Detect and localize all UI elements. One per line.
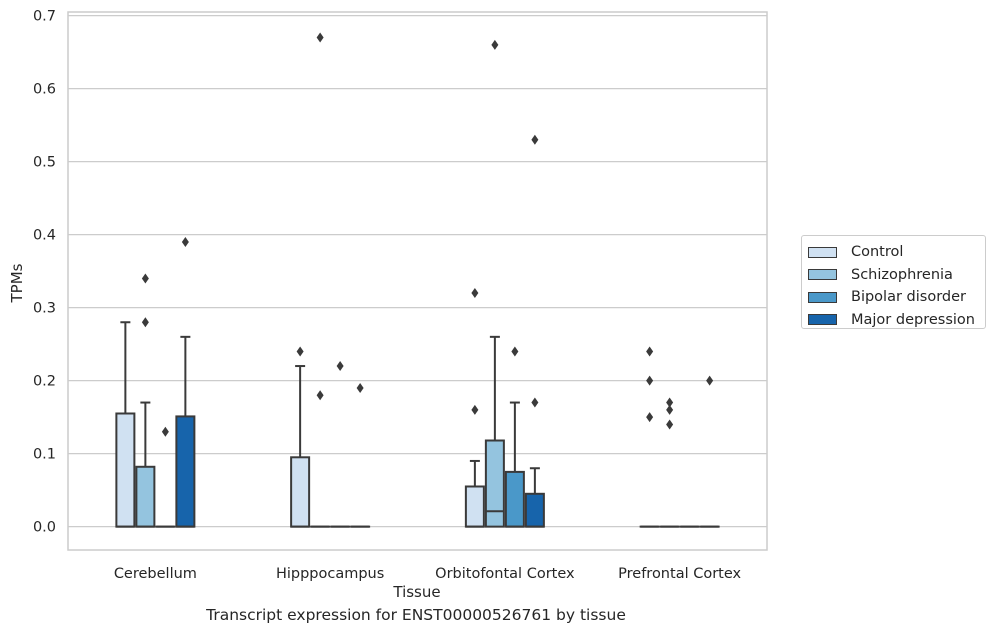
outlier-point xyxy=(471,288,479,299)
outlier-point xyxy=(161,426,169,437)
plot-area-frame xyxy=(67,11,768,551)
outlier-point xyxy=(471,404,479,415)
outlier-point xyxy=(316,390,324,401)
outlier-point xyxy=(336,361,344,372)
box-schizophrenia xyxy=(310,32,331,528)
outlier-point xyxy=(181,236,189,247)
x-tick-label: Prefrontal Cortex xyxy=(618,566,741,582)
outlier-point xyxy=(666,397,674,408)
outlier-point xyxy=(141,273,149,284)
x-axis-tick-labels: Cerebellum Hipppocampus Orbitofontal Corte… xyxy=(114,566,742,582)
outlier-point xyxy=(706,375,714,386)
box-bipolar-disorder xyxy=(330,361,351,528)
outlier-point xyxy=(531,134,539,145)
legend-label: Control xyxy=(851,244,904,261)
legend-label: Major depression xyxy=(851,311,975,328)
box-bipolar-disorder xyxy=(155,426,176,528)
x-tick-label: Cerebellum xyxy=(114,566,197,582)
box-schizophrenia xyxy=(484,39,505,528)
box-bipolar-disorder xyxy=(504,346,525,528)
box-major-depression xyxy=(699,375,720,528)
y-tick-label: 0.6 xyxy=(33,82,56,98)
box-body xyxy=(175,415,196,528)
outlier-point xyxy=(666,404,674,415)
box-body xyxy=(504,470,525,528)
box-major-depression xyxy=(524,134,545,528)
chart-caption: Transcript expression for ENST0000052676… xyxy=(206,606,626,624)
box-control xyxy=(464,288,485,528)
legend-swatch xyxy=(808,246,837,258)
outlier-point xyxy=(141,317,149,328)
legend-item: Bipolar disorder xyxy=(808,286,985,309)
outlier-point xyxy=(296,346,304,357)
outlier-point xyxy=(316,32,324,43)
box-major-depression xyxy=(175,236,196,528)
box-control xyxy=(115,321,136,528)
box-body xyxy=(135,465,156,528)
y-tick-label: 0.7 xyxy=(33,9,56,25)
outlier-point xyxy=(646,412,654,423)
outlier-point xyxy=(511,346,519,357)
legend-swatch xyxy=(808,314,837,326)
y-tick-label: 0.5 xyxy=(33,155,56,171)
outlier-point xyxy=(356,382,364,393)
y-axis-tick-labels: 0.0 0.1 0.2 0.3 0.4 0.5 0.6 0.7 xyxy=(33,9,56,536)
y-tick-label: 0.0 xyxy=(33,520,56,536)
legend-item: Schizophrenia xyxy=(808,264,985,287)
box-control xyxy=(639,346,660,528)
legend-swatch xyxy=(808,269,837,281)
x-axis-label: Tissue xyxy=(392,583,440,601)
box-major-depression xyxy=(350,382,371,528)
legend-item: Control xyxy=(808,241,985,264)
x-tick-label: Hipppocampus xyxy=(276,566,384,582)
y-tick-label: 0.1 xyxy=(33,447,56,463)
legend: Control Schizophrenia Bipolar disorder Majo… xyxy=(801,235,986,329)
box-schizophrenia xyxy=(135,273,156,528)
box-schizophrenia xyxy=(659,397,680,528)
outlier-point xyxy=(491,39,499,50)
outlier-point xyxy=(666,419,674,430)
legend-label: Schizophrenia xyxy=(851,266,953,283)
legend-swatch xyxy=(808,291,837,303)
box-body xyxy=(484,439,505,528)
box-elements xyxy=(115,32,720,528)
box-body xyxy=(464,485,485,528)
outlier-point xyxy=(531,397,539,408)
gridlines xyxy=(68,15,767,528)
box-control xyxy=(290,346,311,528)
box-body xyxy=(524,492,545,528)
box-body xyxy=(115,412,136,528)
y-axis-label: TPMs xyxy=(8,263,26,303)
box-body xyxy=(290,456,311,528)
legend-label: Bipolar disorder xyxy=(851,289,966,306)
y-tick-label: 0.4 xyxy=(33,228,56,244)
y-tick-label: 0.3 xyxy=(33,301,56,317)
outlier-point xyxy=(646,346,654,357)
legend-item: Major depression xyxy=(808,309,985,332)
x-tick-label: Orbitofontal Cortex xyxy=(435,566,575,582)
y-tick-label: 0.2 xyxy=(33,374,56,390)
outlier-point xyxy=(646,375,654,386)
